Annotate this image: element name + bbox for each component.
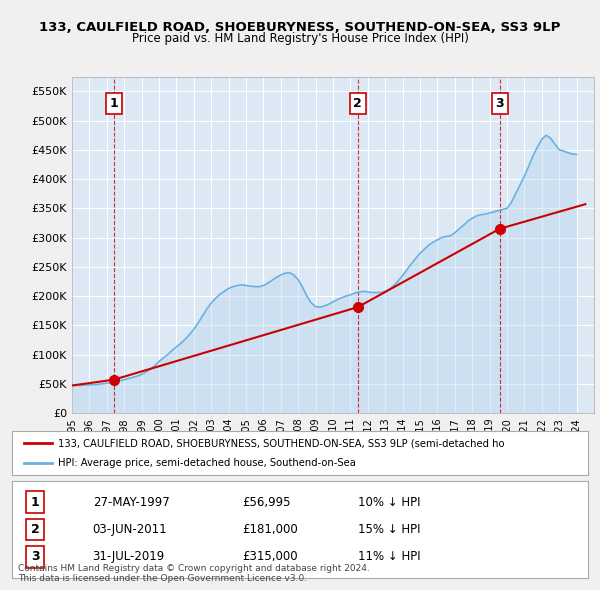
Text: £56,995: £56,995	[242, 496, 291, 509]
Text: HPI: Average price, semi-detached house, Southend-on-Sea: HPI: Average price, semi-detached house,…	[58, 458, 356, 467]
Text: 1: 1	[31, 496, 40, 509]
Text: 2: 2	[31, 523, 40, 536]
Text: 1: 1	[110, 97, 118, 110]
Text: 3: 3	[31, 550, 40, 563]
Text: 03-JUN-2011: 03-JUN-2011	[92, 523, 167, 536]
Text: 27-MAY-1997: 27-MAY-1997	[92, 496, 169, 509]
Text: 133, CAULFIELD ROAD, SHOEBURYNESS, SOUTHEND-ON-SEA, SS3 9LP: 133, CAULFIELD ROAD, SHOEBURYNESS, SOUTH…	[40, 21, 560, 34]
Text: 2: 2	[353, 97, 362, 110]
Text: 133, CAULFIELD ROAD, SHOEBURYNESS, SOUTHEND-ON-SEA, SS3 9LP (semi-detached ho: 133, CAULFIELD ROAD, SHOEBURYNESS, SOUTH…	[58, 438, 505, 448]
Text: 10% ↓ HPI: 10% ↓ HPI	[358, 496, 420, 509]
Text: 11% ↓ HPI: 11% ↓ HPI	[358, 550, 420, 563]
Text: 15% ↓ HPI: 15% ↓ HPI	[358, 523, 420, 536]
Text: £181,000: £181,000	[242, 523, 298, 536]
Text: Contains HM Land Registry data © Crown copyright and database right 2024.
This d: Contains HM Land Registry data © Crown c…	[18, 563, 370, 583]
Text: Price paid vs. HM Land Registry's House Price Index (HPI): Price paid vs. HM Land Registry's House …	[131, 32, 469, 45]
Text: 3: 3	[496, 97, 504, 110]
Text: £315,000: £315,000	[242, 550, 298, 563]
Text: 31-JUL-2019: 31-JUL-2019	[92, 550, 165, 563]
